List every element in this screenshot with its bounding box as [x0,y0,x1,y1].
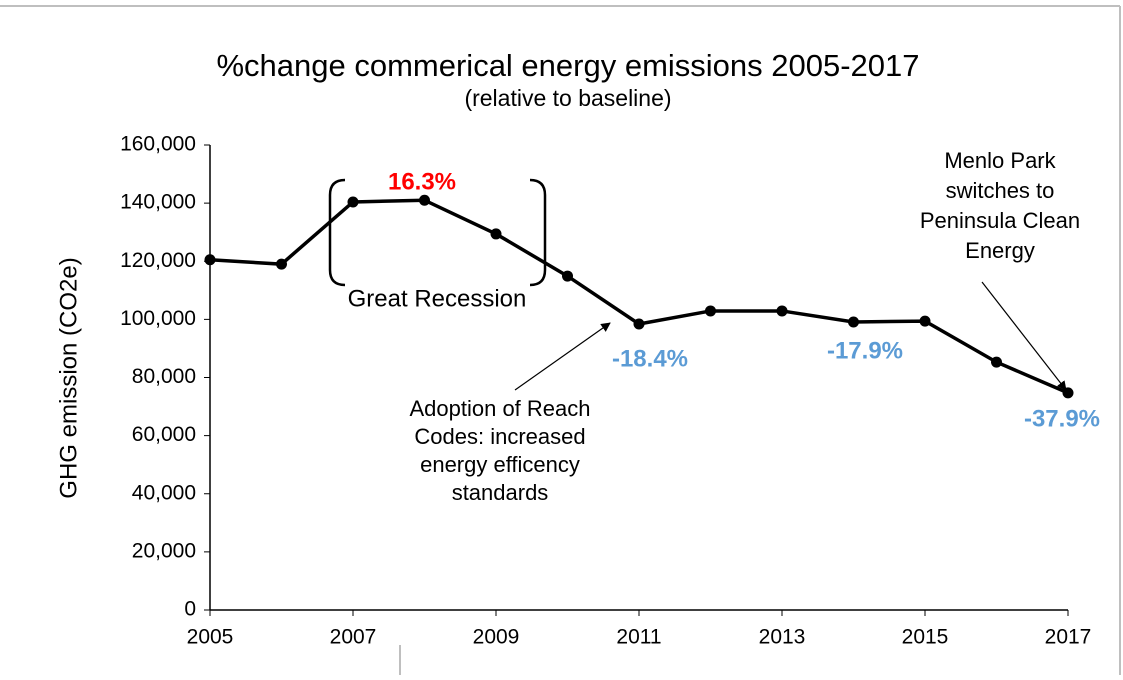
marker [419,194,430,206]
y-tick-label: 120,000 [120,249,196,272]
marker [919,315,931,327]
annotation-line: Adoption of Reach [409,396,590,421]
annotation-line: Energy [965,238,1035,263]
annotation-line: Peninsula Clean [920,208,1080,233]
bracket [328,178,346,287]
y-tick-label: 80,000 [132,365,196,388]
annotation-line: Menlo Park [944,148,1056,173]
annotation: -18.4% [612,345,688,372]
annotation-line: energy efficency [420,452,580,477]
y-axis-label: GHG emission (CO2e) [55,257,82,498]
marker [347,196,359,208]
y-tick-label: 40,000 [132,481,196,504]
annotation-line: Codes: increased [414,424,585,449]
marker [705,305,716,317]
marker [490,228,502,240]
marker [562,270,573,282]
annotation-line: standards [452,480,549,505]
x-tick-label: 2013 [759,626,806,649]
annotation: 16.3% [388,168,456,195]
chart-title: %change commerical energy emissions 2005… [216,48,919,83]
arrow [981,281,1067,391]
y-tick-label: 100,000 [120,307,196,330]
annotation: Menlo Park switches to Peninsula Clean Ener… [920,148,1080,263]
annotation: Adoption of Reach Codes: increased energy … [409,396,590,505]
marker [633,318,645,330]
bracket [529,178,547,287]
marker [204,254,216,266]
x-tick-label: 2011 [616,626,661,649]
marker [848,316,859,328]
marker [1062,387,1074,399]
marker [991,356,1002,368]
y-tick-label: 20,000 [132,539,196,562]
x-tick-label: 2007 [330,626,377,649]
annotation-line: switches to [946,178,1055,203]
y-tick-label: 140,000 [120,191,196,214]
y-tick-label: 160,000 [120,133,196,156]
y-tick-label: 60,000 [132,423,196,446]
marker [276,258,287,270]
x-tick-label: 2005 [187,626,234,649]
annotation: -37.9% [1024,405,1100,432]
annotation: -17.9% [827,337,903,364]
chart-subtitle: (relative to baseline) [464,85,671,111]
arrow [514,322,611,391]
annotation: Great Recession [348,285,527,312]
x-tick-label: 2009 [473,626,520,649]
y-tick-label: 0 [184,598,196,621]
marker [776,305,788,317]
x-tick-label: 2015 [902,626,949,649]
x-tick-label: 2017 [1045,626,1092,649]
